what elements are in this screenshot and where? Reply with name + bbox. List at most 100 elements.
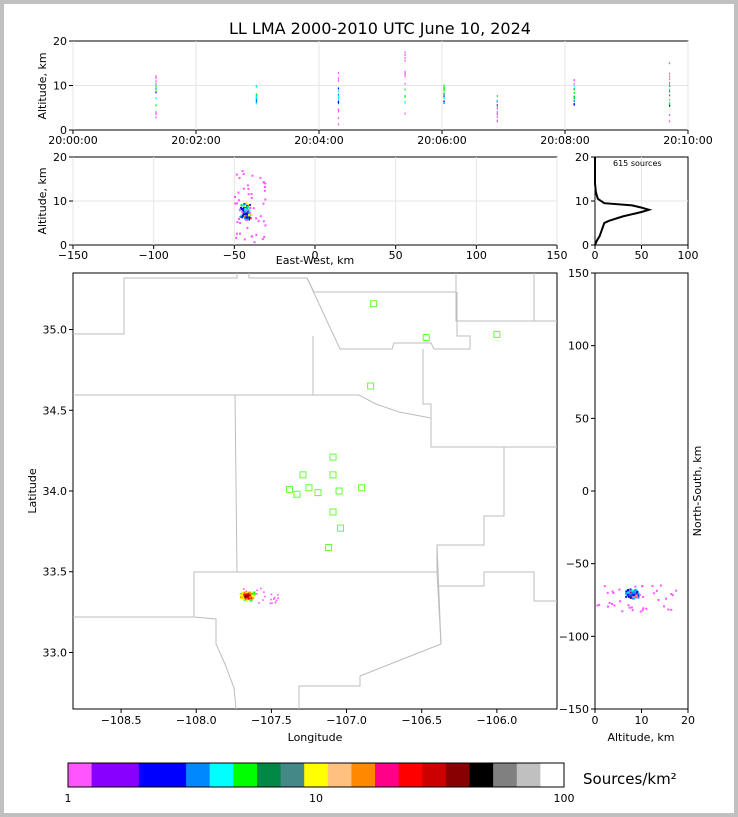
colorbar-cell — [398, 763, 423, 787]
ns-height-ytick-label: 0 — [582, 485, 589, 498]
ns-source-point — [641, 609, 644, 612]
colorbar-tick-label: 100 — [554, 792, 575, 805]
ns-height-ytick-label: 150 — [568, 267, 589, 280]
ns-source-point — [630, 593, 633, 596]
lma-station-marker — [367, 382, 375, 390]
ns-height-ytick-label: 100 — [568, 340, 589, 353]
ns-height-ytick-label: −150 — [559, 703, 589, 716]
ew-source-point — [255, 233, 258, 236]
ns-source-point — [635, 588, 638, 591]
ns-source-point — [645, 607, 648, 610]
plan-view-xtick-label: −108.5 — [101, 714, 142, 727]
flash-source-point — [255, 95, 258, 98]
ew-source-point — [264, 198, 267, 201]
ew-source-point — [253, 241, 256, 244]
lma-station-marker — [422, 334, 430, 342]
ns-source-point — [619, 600, 622, 603]
plan-view-panel: −108.5 −108.0 −107.5 −107.0 −106.5 −106.0 35.… — [26, 272, 558, 744]
ew-source-point — [237, 199, 240, 202]
ns-source-point — [625, 590, 628, 593]
ew-source-point — [235, 236, 238, 239]
flash-source-point — [404, 72, 406, 75]
ew-source-point — [248, 218, 251, 221]
ns-source-point — [603, 585, 606, 588]
ew-source-point — [259, 176, 262, 179]
ns-source-point — [631, 589, 634, 592]
flash-source-point — [337, 96, 340, 99]
flash-source-point — [337, 97, 340, 100]
ns-source-point — [652, 592, 655, 595]
ew-source-point — [257, 220, 260, 223]
flash-source-point — [573, 97, 575, 100]
flash-source-point — [255, 102, 258, 105]
flash-source-point — [443, 102, 445, 105]
plan-source-point — [245, 590, 247, 593]
ew-source-point — [244, 214, 247, 217]
plan-source-point — [270, 598, 272, 601]
flash-source-point — [496, 115, 498, 118]
colorbar-frame — [67, 762, 565, 788]
ns-height-xtick-label: 0 — [592, 714, 599, 727]
ns-source-point — [625, 595, 628, 598]
ew-source-point — [249, 206, 252, 209]
ew-source-point — [237, 191, 240, 194]
histogram-source-count: 615 sources — [613, 159, 662, 168]
flash-source-point — [443, 93, 445, 96]
flash-source-point — [668, 72, 671, 75]
flash-source-point — [668, 102, 671, 105]
state-county-boundary — [312, 336, 432, 419]
ns-source-point — [642, 595, 645, 598]
ns-source-point — [634, 585, 637, 588]
colorbar-cell — [469, 763, 494, 787]
ns-source-point — [632, 596, 635, 599]
colorbar-cell — [233, 763, 258, 787]
figure-title: LL LMA 2000-2010 UTC June 10, 2024 — [229, 19, 531, 38]
flash-source-point — [404, 112, 406, 115]
ns-source-point — [671, 594, 674, 597]
plan-source-point — [241, 591, 244, 594]
ns-source-point — [618, 588, 621, 591]
ew-height-ytick-label: 0 — [60, 239, 67, 252]
state-county-boundary — [455, 273, 535, 322]
ns-source-point — [634, 589, 637, 592]
lma-station-marker — [293, 490, 301, 498]
ew-source-point — [247, 212, 250, 215]
plan-view-ytick-label: 33.5 — [43, 566, 68, 579]
flash-source-point — [668, 62, 671, 65]
flash-source-point — [155, 86, 157, 89]
flash-source-point — [573, 84, 575, 87]
ns-source-point — [663, 605, 666, 608]
ns-source-point — [596, 604, 599, 607]
time-height-ytick-label: 10 — [53, 80, 67, 93]
ew-source-point — [243, 203, 246, 206]
flash-source-point — [337, 110, 340, 113]
time-height-xtick-label: 20:10:00 — [663, 134, 712, 147]
ns-source-point — [675, 589, 678, 592]
flash-source-point — [337, 108, 340, 111]
ew-source-point — [247, 218, 250, 221]
plan-source-point — [277, 594, 279, 596]
flash-source-point — [155, 97, 157, 100]
ns-source-point — [637, 594, 640, 597]
ew-source-point — [242, 209, 245, 212]
colorbar: 1 10 100 Sources/km² — [65, 762, 677, 805]
ew-source-point — [236, 221, 239, 224]
plan-source-point — [240, 593, 243, 596]
flash-source-point — [668, 90, 671, 93]
ns-source-point — [633, 591, 636, 594]
ew-source-point — [234, 195, 237, 198]
colorbar-tick-label: 1 — [65, 792, 72, 805]
ns-source-point — [628, 606, 631, 609]
ew-source-point — [241, 170, 244, 173]
ns-source-point — [667, 608, 670, 611]
ns-source-point — [659, 584, 662, 587]
plan-source-point — [264, 595, 266, 598]
flash-source-point — [155, 111, 157, 114]
lma-station-marker — [329, 471, 337, 479]
lma-station-marker — [335, 487, 343, 495]
ew-source-point — [259, 215, 262, 218]
flash-source-point — [668, 78, 671, 81]
plan-view-ytick-label: 34.0 — [43, 485, 68, 498]
